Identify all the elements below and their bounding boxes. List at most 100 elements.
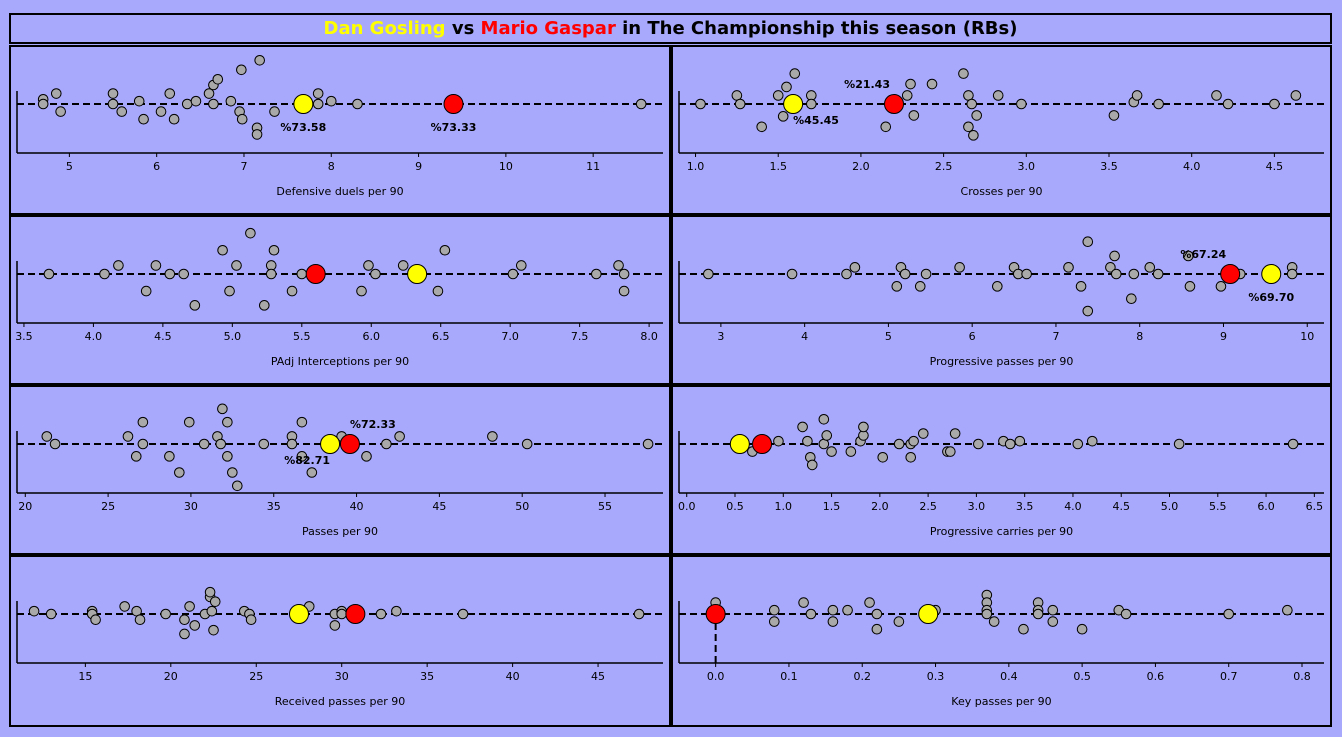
x-tick-label: 6.0 — [363, 330, 381, 343]
x-tick-label: 4.0 — [85, 330, 103, 343]
other-player-point — [1182, 250, 1194, 262]
other-player-point — [988, 616, 1000, 627]
other-player-point — [1032, 608, 1044, 620]
x-tick-label: 6.0 — [1257, 500, 1275, 513]
other-player-point — [899, 268, 911, 280]
x-tick-label: 1.0 — [687, 160, 705, 173]
chart-progressive-passes: 3 4 5 6 7 8 9 10 Progressive passes per 90 %69.70… — [678, 236, 1324, 368]
x-tick-label: 0.2 — [853, 670, 871, 683]
other-player-point — [254, 55, 265, 66]
other-player-point — [1082, 305, 1094, 317]
x-axis-label: Progressive passes per 90 — [930, 355, 1074, 368]
other-player-point — [245, 227, 256, 239]
x-axis-label: Received passes per 90 — [275, 695, 406, 708]
other-player-point — [198, 438, 210, 450]
x-tick-label: 4.5 — [1112, 500, 1130, 513]
other-player-point — [99, 268, 110, 280]
other-player-point — [920, 268, 932, 280]
x-tick-label: 4.5 — [1266, 160, 1284, 173]
x-tick-label: 55 — [598, 500, 612, 513]
other-player-point — [37, 98, 49, 110]
chart-crosses: 1.0 1.5 2.0 2.5 3.0 3.5 4.0 4.5 Crosses per 90 %4… — [678, 68, 1324, 198]
other-player-point — [1282, 604, 1293, 616]
x-axis-label: Crosses per 90 — [961, 185, 1043, 198]
other-player-point — [397, 260, 409, 271]
other-player-point — [1063, 262, 1074, 273]
other-player-point — [1222, 98, 1234, 110]
other-player-point — [871, 608, 883, 620]
other-player-point — [1152, 268, 1164, 280]
other-player-point — [966, 98, 978, 110]
other-player-point — [1109, 250, 1120, 262]
other-player-point — [222, 416, 233, 428]
other-player-point — [871, 623, 883, 635]
x-tick-label: 5.0 — [1161, 500, 1179, 513]
panel-padj-interceptions: 3.5 4.0 4.5 5.0 5.5 6.0 6.5 7.0 7.5 8.0 PAdj Inter… — [9, 215, 671, 385]
x-tick-label: 1.0 — [775, 500, 793, 513]
player1-point — [783, 94, 804, 114]
other-player-point — [329, 620, 341, 631]
other-player-point — [1153, 98, 1164, 110]
other-player-point — [954, 262, 965, 273]
other-player-point — [905, 452, 917, 463]
x-tick-label: 7 — [240, 160, 247, 173]
x-tick-label: 3 — [717, 330, 724, 343]
other-player-point — [179, 628, 190, 640]
x-tick-label: 8 — [328, 160, 335, 173]
other-player-point — [209, 596, 221, 607]
x-tick-label: 7.5 — [571, 330, 589, 343]
other-player-point — [1215, 281, 1227, 292]
other-player-point — [893, 438, 905, 450]
other-player-point — [356, 285, 367, 297]
x-tick-label: 50 — [515, 500, 529, 513]
x-tick-label: 6 — [969, 330, 976, 343]
x-tick-label: 0.6 — [1147, 670, 1165, 683]
other-player-point — [802, 435, 813, 447]
other-player-point — [917, 428, 929, 439]
other-player-point — [806, 459, 818, 471]
x-tick-label: 45 — [591, 670, 605, 683]
player2-percentile-label: %72.33 — [350, 418, 396, 431]
other-player-point — [133, 95, 145, 107]
other-player-point — [206, 605, 218, 617]
player2-percentile-label: %67.24 — [1180, 248, 1226, 261]
other-player-point — [189, 620, 201, 631]
other-player-point — [971, 110, 982, 121]
other-player-point — [908, 435, 919, 447]
other-player-point — [168, 113, 180, 125]
other-player-point — [208, 624, 219, 636]
other-player-point — [45, 608, 57, 620]
other-player-point — [827, 604, 839, 616]
player1-percentile-label: %45.45 — [793, 114, 839, 127]
panel-defensive-duels: 5 6 7 8 9 10 11 Defensive duels per 90 %73.58 %73… — [9, 45, 671, 215]
other-player-point — [968, 130, 979, 141]
other-player-point — [391, 605, 402, 617]
other-player-point — [179, 614, 190, 626]
other-player-point — [695, 98, 706, 110]
other-player-point — [116, 106, 128, 117]
other-player-point — [212, 74, 224, 85]
other-player-point — [1173, 438, 1185, 450]
other-player-point — [521, 438, 533, 450]
other-player-point — [49, 438, 61, 450]
other-player-point — [28, 605, 40, 617]
other-player-point — [258, 438, 270, 450]
chart-passes: 20 25 30 35 40 45 50 55 Passes per 90 %82.71 %72.3… — [16, 403, 663, 538]
other-player-point — [265, 268, 277, 280]
other-player-point — [618, 285, 630, 297]
other-player-point — [232, 480, 243, 492]
player1-point — [293, 94, 314, 114]
other-player-point — [245, 614, 257, 626]
x-tick-label: 25 — [249, 670, 263, 683]
x-tick-label: 6 — [153, 160, 160, 173]
x-axis-label: Key passes per 90 — [951, 695, 1051, 708]
other-player-point — [113, 260, 124, 271]
other-player-point — [204, 586, 216, 598]
x-tick-label: 0.5 — [726, 500, 744, 513]
other-player-point — [90, 614, 101, 626]
title-rest: in The Championship this season (RBs) — [615, 18, 1018, 39]
other-player-point — [122, 431, 134, 442]
other-player-point — [174, 467, 185, 478]
player1-point — [1261, 264, 1282, 284]
player2-percentile-label: %21.43 — [844, 78, 890, 91]
